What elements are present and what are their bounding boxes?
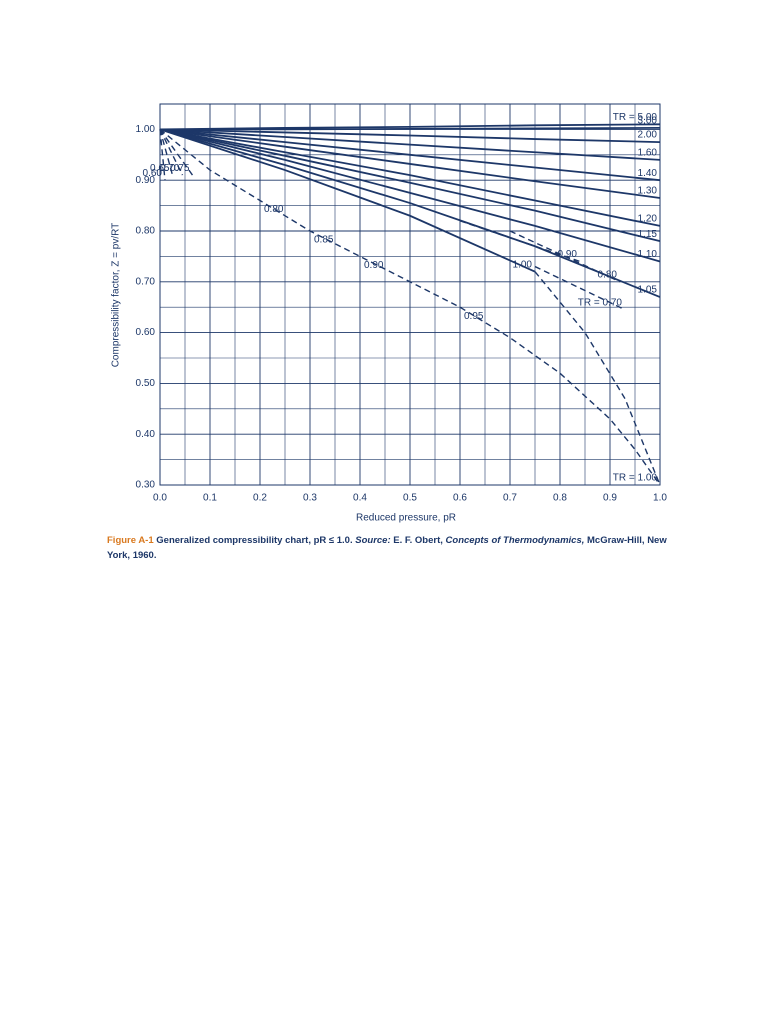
x-tick-label: 0.6 xyxy=(453,493,467,504)
figure-label: Figure A-1 xyxy=(107,535,154,546)
x-tick-label: 0.4 xyxy=(353,493,367,504)
caption-text: Generalized compressibility chart, pR ≤ … xyxy=(156,535,353,546)
curve-label: 1.15 xyxy=(638,229,658,240)
curve-label: 0.60 xyxy=(143,168,163,179)
isotherm-line xyxy=(159,128,536,273)
curve-label: TR = 5.00 xyxy=(613,112,658,123)
curve-label: 1.05 xyxy=(638,285,658,296)
curve-label: 1.30 xyxy=(638,186,658,197)
isotherm-line xyxy=(159,128,661,182)
y-tick-label: 1.00 xyxy=(136,124,156,135)
isotherm-line xyxy=(159,128,661,161)
x-tick-label: 0.8 xyxy=(553,493,567,504)
y-tick-label: 0.60 xyxy=(136,327,156,338)
isotherm-line xyxy=(534,271,661,486)
y-tick-label: 0.70 xyxy=(136,276,156,287)
curve-label: 0.95 xyxy=(464,311,484,322)
curve-label: 1.40 xyxy=(638,168,658,179)
x-tick-label: 1.0 xyxy=(653,493,667,504)
curve-label: 0.80 xyxy=(598,269,618,280)
curve-label: TR = 1.00 xyxy=(613,473,658,484)
curve-label: 1.60 xyxy=(638,148,658,159)
curve-label: 0.80 xyxy=(264,204,284,215)
curve-label: TR = 0.70 xyxy=(578,297,623,308)
y-tick-label: 0.40 xyxy=(136,429,156,440)
curve-label: 0.75 xyxy=(170,163,190,174)
isotherm-line xyxy=(159,128,661,486)
x-tick-label: 0.0 xyxy=(153,493,167,504)
isotherm-line xyxy=(159,129,174,176)
curve-label: 0.85 xyxy=(314,235,334,246)
curve-label: 0.90 xyxy=(364,260,384,271)
y-axis-label: Compressibility factor, Z = pv/RT xyxy=(111,223,122,368)
curve-label: 1.00 xyxy=(513,259,533,270)
isotherm-line xyxy=(159,128,661,263)
x-tick-label: 0.9 xyxy=(603,493,617,504)
source-label: Source: xyxy=(355,535,391,546)
y-tick-label: 0.50 xyxy=(136,378,156,389)
x-tick-label: 0.2 xyxy=(253,493,267,504)
curve-label: 0.70 xyxy=(160,163,180,174)
isotherm-line xyxy=(159,123,661,131)
x-tick-label: 0.7 xyxy=(503,493,517,504)
curve-label: 0.65 xyxy=(150,163,170,174)
isotherm-line xyxy=(159,129,166,181)
book: Concepts of Thermodynamics, xyxy=(445,535,585,546)
isotherm-line xyxy=(159,128,661,143)
chart: Reduced pressure, pR Compressibility fac… xyxy=(111,103,667,524)
x-tick-label: 0.3 xyxy=(303,493,317,504)
isotherm-line xyxy=(159,128,661,227)
isotherm-line xyxy=(159,128,661,199)
plot-frame xyxy=(159,103,661,486)
isotherm-line xyxy=(159,128,661,243)
curve-label: 1.20 xyxy=(638,214,658,225)
caption: Figure A-1 Generalized compressibility c… xyxy=(107,533,667,563)
isotherm-line xyxy=(509,230,621,283)
isotherm-line xyxy=(159,129,184,176)
source: E. F. Obert, xyxy=(393,535,443,546)
y-tick-label: 0.30 xyxy=(136,480,156,491)
isotherm-line xyxy=(160,126,661,131)
y-tick-label: 0.80 xyxy=(136,226,156,237)
isotherm-line xyxy=(534,265,626,311)
y-tick-label: 0.90 xyxy=(136,175,156,186)
curve-label: 1.10 xyxy=(638,249,658,260)
x-tick-label: 0.5 xyxy=(403,493,417,504)
x-tick-label: 0.1 xyxy=(203,493,217,504)
curve-label: 2.00 xyxy=(638,130,658,141)
isotherm-line xyxy=(159,128,661,298)
curve-label: 0.90 xyxy=(558,249,578,260)
publisher: McGraw-Hill, New York, 1960. xyxy=(107,535,667,561)
x-axis-label: Reduced pressure, pR xyxy=(356,513,456,524)
curve-label: 3.00 xyxy=(638,116,658,127)
